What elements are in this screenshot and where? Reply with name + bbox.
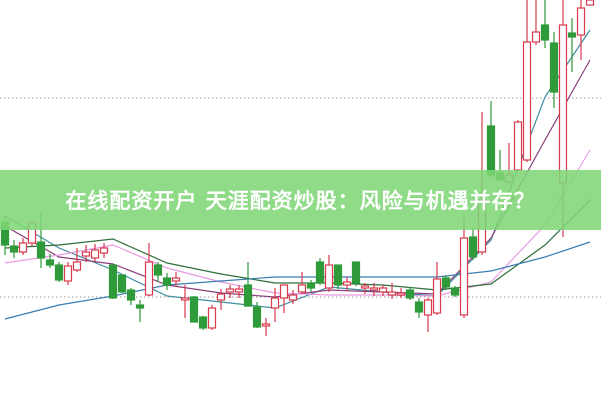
candle-up — [558, 24, 568, 184]
candle-down — [243, 284, 253, 307]
candle-down — [306, 282, 316, 289]
candle-down — [567, 32, 577, 38]
candle-down — [333, 264, 343, 286]
candle-up — [144, 261, 154, 296]
candle-up — [531, 31, 541, 43]
candle-down — [468, 236, 478, 258]
candle-down — [9, 245, 19, 253]
candle-down — [405, 289, 415, 299]
article-title: 在线配资开户 天涯配资炒股：风险与机遇并存？ — [65, 189, 536, 213]
candle-up — [216, 293, 226, 301]
candle-down — [450, 287, 460, 296]
candle-down — [441, 277, 451, 288]
candle-up — [225, 288, 235, 293]
candle-down — [45, 259, 55, 266]
candle-up — [180, 297, 190, 301]
candle-up — [171, 277, 181, 282]
title-banner: 在线配资开户 天涯配资炒股：风险与机遇并存？ — [0, 170, 601, 230]
candle-up — [81, 251, 91, 257]
candle-up — [234, 288, 244, 293]
candle-down — [414, 301, 424, 313]
candle-up — [342, 281, 352, 286]
candle-up — [288, 294, 298, 301]
candle-up — [378, 287, 388, 293]
candle-down — [351, 261, 361, 284]
candle-up — [270, 297, 280, 309]
candle-up — [360, 285, 370, 289]
candle-down — [108, 264, 118, 299]
moving-average-line — [4, 29, 591, 309]
candle-up — [207, 307, 217, 329]
candle-up — [396, 292, 406, 296]
candle-up — [423, 299, 433, 316]
candle-down — [54, 264, 64, 281]
candle-down — [486, 125, 496, 176]
candle-down — [126, 289, 136, 301]
candle-down — [162, 277, 172, 286]
candle-up — [324, 264, 334, 289]
candle-up — [369, 287, 379, 291]
candle-up — [72, 261, 82, 271]
candle-down — [315, 261, 325, 284]
candle-up — [432, 278, 442, 314]
candle-up — [99, 247, 109, 254]
candle-up — [261, 323, 271, 327]
candle-down — [252, 306, 262, 328]
candle-up — [297, 284, 307, 293]
candle-down — [153, 264, 163, 276]
candle-up — [90, 249, 100, 259]
candle-up — [522, 41, 532, 161]
candle-down — [549, 42, 559, 93]
candle-down — [117, 274, 127, 293]
candle-up — [576, 7, 586, 36]
candle-down — [189, 296, 199, 323]
candle-down — [198, 316, 208, 329]
candle-down — [36, 241, 46, 259]
candle-up — [513, 121, 523, 171]
candle-up — [585, 0, 595, 6]
candle-up — [279, 284, 289, 299]
candle-up — [63, 265, 73, 282]
candle-down — [540, 24, 550, 41]
candle-down — [135, 304, 145, 309]
candle-up — [459, 237, 469, 316]
candle-up — [387, 291, 397, 296]
candle-up — [18, 242, 28, 253]
